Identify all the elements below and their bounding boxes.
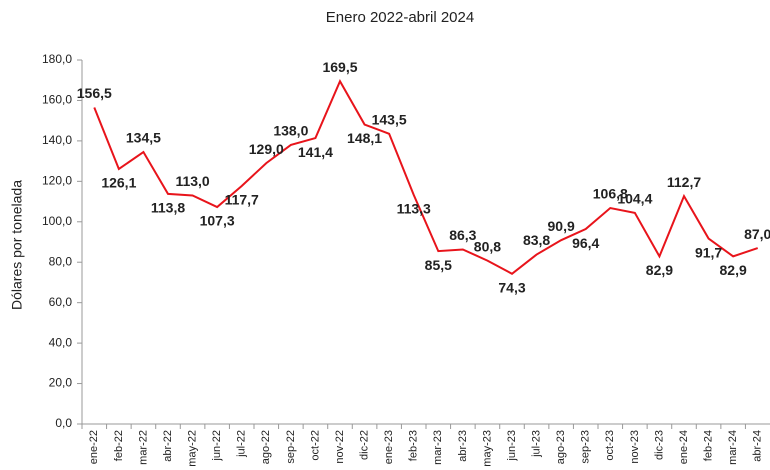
x-tick-label: may-23	[481, 430, 493, 467]
x-tick-label: abr-22	[162, 430, 174, 462]
value-label: 113,8	[151, 200, 185, 216]
x-tick-label: sep-23	[580, 430, 592, 464]
value-label: 87,0	[744, 226, 770, 242]
chart-title: Enero 2022-abril 2024	[326, 9, 474, 26]
value-label: 82,9	[720, 262, 747, 278]
x-tick-label: jul-23	[530, 430, 542, 458]
y-tick-label: 120,0	[42, 174, 72, 188]
y-tick-label: 20,0	[49, 376, 73, 390]
x-tick-label: dic-22	[358, 430, 370, 460]
value-label: 104,4	[617, 191, 652, 207]
x-tick-label: mar-22	[137, 430, 149, 465]
value-label: 107,3	[200, 213, 235, 229]
value-label: 91,7	[695, 244, 722, 260]
value-label: 138,0	[273, 123, 308, 139]
x-tick-label: nov-22	[334, 430, 346, 464]
value-label: 113,0	[175, 173, 209, 189]
value-label: 148,1	[347, 130, 382, 146]
value-label: 83,8	[523, 232, 550, 248]
y-axis-title: Dólares por tonelada	[9, 180, 25, 310]
x-tick-label: oct-22	[309, 430, 321, 461]
x-tick-label: ene-23	[383, 430, 395, 464]
y-tick-label: 80,0	[49, 254, 73, 268]
x-tick-label: mar-24	[727, 430, 739, 465]
value-label: 106,8	[593, 186, 628, 202]
x-tick-label: ago-22	[260, 430, 272, 464]
x-tick-label: ene-22	[88, 430, 100, 464]
value-label: 156,5	[77, 85, 112, 101]
value-label: 90,9	[548, 218, 575, 234]
x-tick-label: jun-23	[506, 430, 518, 462]
value-label: 85,5	[425, 257, 452, 273]
line	[93, 78, 759, 275]
y-tick-label: 140,0	[42, 133, 72, 147]
value-label: 82,9	[646, 262, 673, 278]
x-tick-label: nov-23	[629, 430, 641, 464]
x-tick-label: feb-24	[702, 430, 714, 461]
x-tick-label: ago-23	[555, 430, 567, 464]
y-tick-label: 160,0	[42, 93, 72, 107]
value-label: 74,3	[498, 279, 525, 295]
x-tick-label: mar-23	[432, 430, 444, 465]
x-tick-label: sep-22	[285, 430, 297, 464]
value-label: 169,5	[322, 59, 357, 75]
x-tick-label: jun-22	[211, 430, 223, 462]
value-label: 117,7	[225, 192, 259, 208]
x-tick-label: oct-23	[604, 430, 616, 461]
x-tick-label: abr-23	[457, 430, 469, 462]
value-label: 113,3	[397, 201, 431, 217]
x-tick-label: ene-24	[678, 430, 690, 464]
value-label: 134,5	[126, 130, 161, 146]
x-tick-label: feb-22	[113, 430, 125, 461]
value-label: 96,4	[572, 235, 599, 251]
y-tick-label: 180,0	[42, 52, 72, 66]
value-label: 112,7	[667, 174, 701, 190]
value-label: 80,8	[474, 238, 501, 254]
y-tick-label: 40,0	[49, 335, 73, 349]
y-tick-label: 0,0	[55, 416, 72, 430]
x-tick-label: abr-24	[752, 430, 764, 462]
y-tick-label: 60,0	[49, 295, 73, 309]
value-label: 126,1	[101, 175, 136, 191]
value-label: 129,0	[249, 141, 284, 157]
value-label: 86,3	[449, 227, 476, 243]
value-label: 143,5	[372, 112, 407, 128]
x-tick-label: dic-23	[653, 430, 665, 460]
value-label: 141,4	[298, 144, 333, 160]
x-tick-label: feb-23	[408, 430, 420, 461]
x-tick-label: may-22	[186, 430, 198, 467]
x-tick-label: jul-22	[236, 430, 248, 458]
y-tick-label: 100,0	[42, 214, 72, 228]
